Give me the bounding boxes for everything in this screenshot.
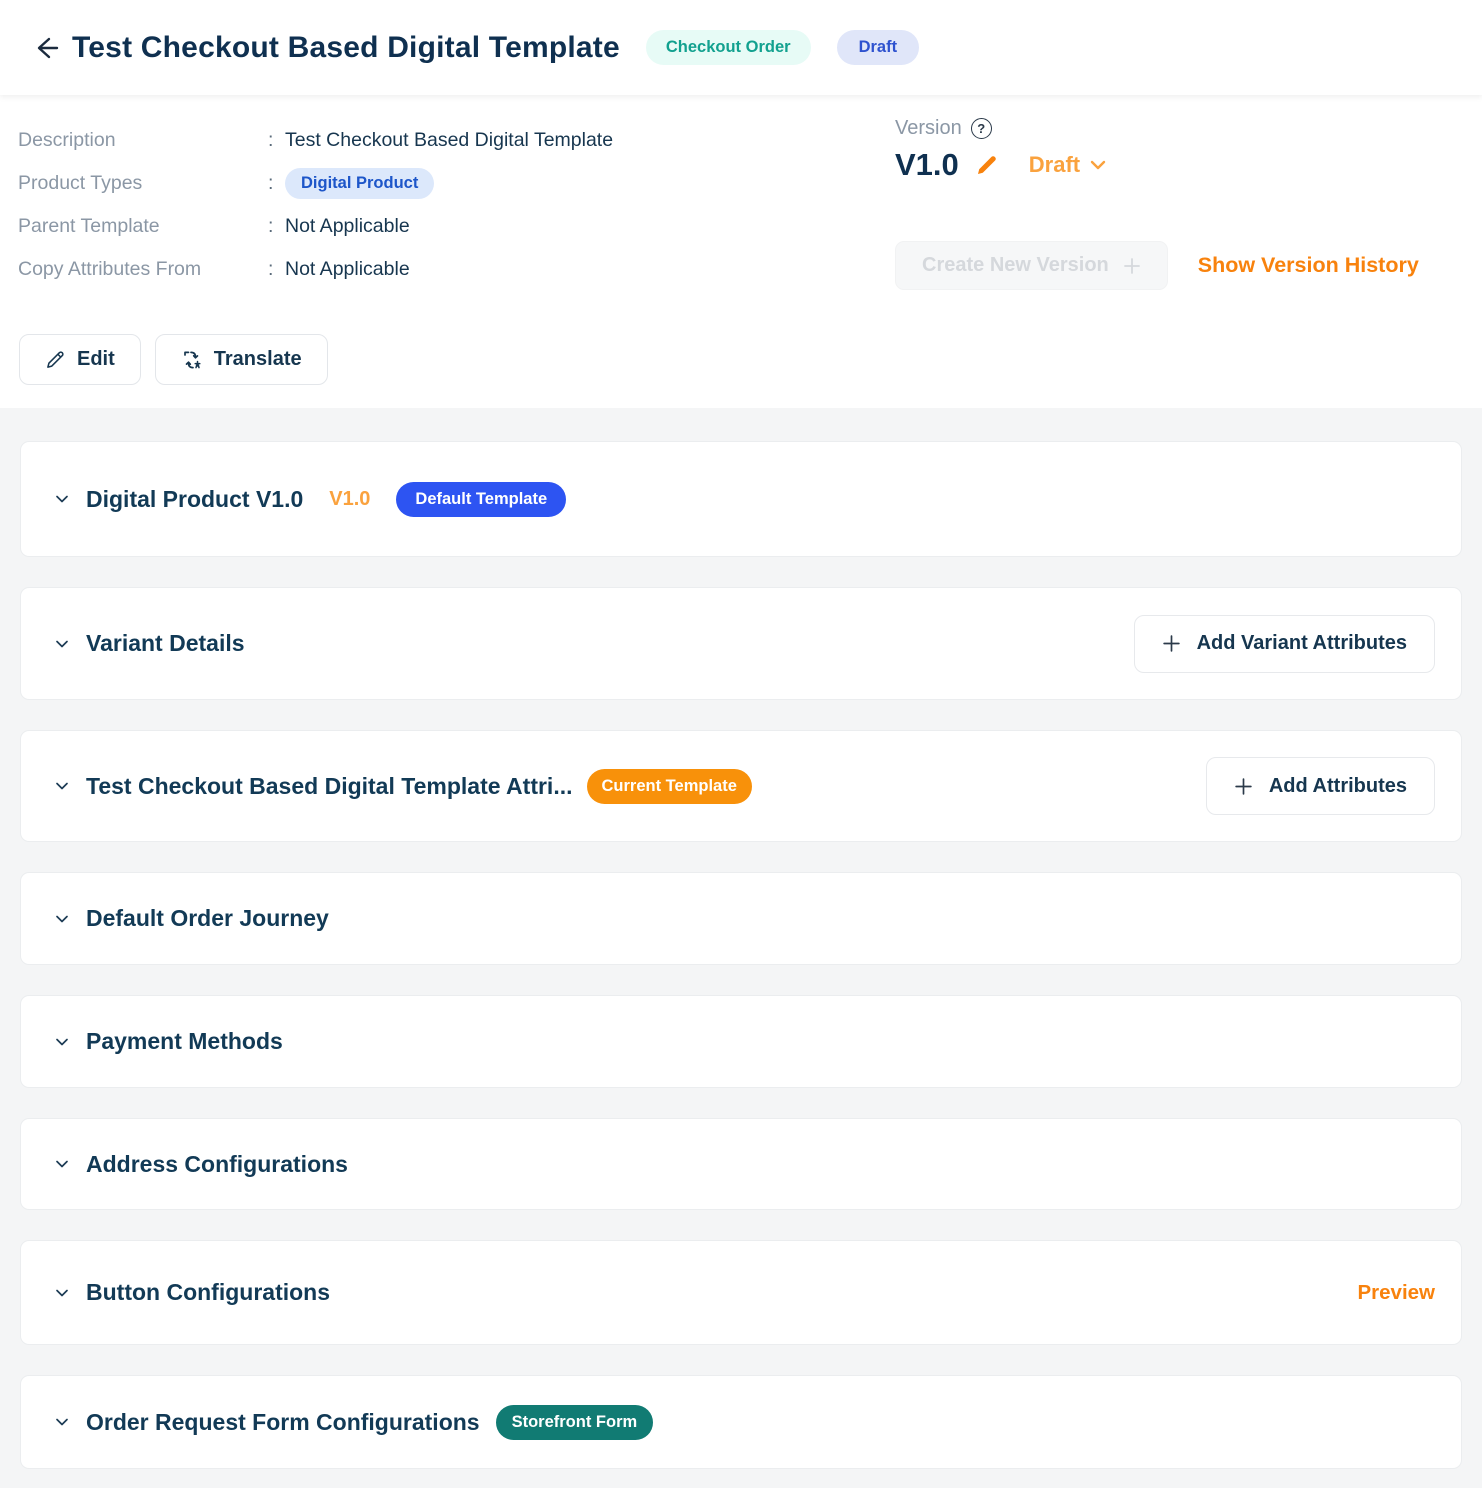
plus-icon xyxy=(1123,257,1140,274)
section-address-configurations[interactable]: Address Configurations xyxy=(20,1118,1462,1210)
version-block: Version ? V1.0 Draft Create New Version … xyxy=(895,117,1461,290)
chevron-down-icon[interactable] xyxy=(51,1411,73,1433)
section-button-configurations[interactable]: Button Configurations Preview xyxy=(20,1240,1462,1345)
chevron-down-icon[interactable] xyxy=(51,488,73,510)
storefront-form-badge: Storefront Form xyxy=(495,1404,654,1440)
chevron-down-icon[interactable] xyxy=(51,1153,73,1175)
version-value-row: V1.0 Draft xyxy=(895,147,1461,183)
version-status-label: Draft xyxy=(1028,152,1081,177)
translate-button-label: Translate xyxy=(213,348,302,370)
detail-colon: : xyxy=(268,215,274,237)
version-label: Version xyxy=(895,117,962,139)
section-current-template-attributes[interactable]: Test Checkout Based Digital Template Att… xyxy=(20,730,1462,842)
detail-row-copy-attributes: Copy Attributes From : Not Applicable xyxy=(18,248,613,291)
detail-value: Test Checkout Based Digital Template xyxy=(285,129,614,151)
section-title: Default Order Journey xyxy=(86,905,329,931)
detail-label: Product Types xyxy=(18,172,143,194)
back-arrow-icon[interactable] xyxy=(28,31,62,65)
version-status-dropdown[interactable]: Draft xyxy=(1029,152,1108,178)
add-attributes-button[interactable]: Add Attributes xyxy=(1205,757,1435,815)
detail-colon: : xyxy=(268,258,274,280)
chevron-down-icon[interactable] xyxy=(51,775,73,797)
plus-icon xyxy=(1162,635,1180,652)
default-template-badge: Default Template xyxy=(396,481,567,517)
pencil-icon xyxy=(47,351,64,368)
section-title: Order Request Form Configurations xyxy=(86,1408,480,1435)
section-title: Variant Details xyxy=(86,630,245,656)
edit-version-icon[interactable] xyxy=(975,153,999,177)
translate-icon xyxy=(183,351,201,368)
template-info-panel: Description : Test Checkout Based Digita… xyxy=(0,95,1482,408)
product-type-badge: Digital Product xyxy=(285,168,435,199)
section-variant-details[interactable]: Variant Details Add Variant Attributes xyxy=(20,587,1462,700)
sections-list: Digital Product V1.0 V1.0 Default Templa… xyxy=(0,408,1482,1488)
draft-status-badge: Draft xyxy=(836,30,920,65)
chevron-down-icon[interactable] xyxy=(51,1282,73,1304)
chevron-down-icon xyxy=(1090,160,1106,170)
section-title: Button Configurations xyxy=(86,1279,331,1305)
current-template-badge: Current Template xyxy=(586,768,752,804)
section-default-order-journey[interactable]: Default Order Journey xyxy=(20,872,1462,965)
preview-link[interactable]: Preview xyxy=(1357,1280,1436,1304)
template-details-list: Description : Test Checkout Based Digita… xyxy=(18,119,613,291)
detail-label: Description xyxy=(18,129,116,151)
page-header: Test Checkout Based Digital Template Che… xyxy=(0,0,1482,95)
edit-button-label: Edit xyxy=(77,348,115,370)
version-number: V1.0 xyxy=(895,147,959,182)
edit-button[interactable]: Edit xyxy=(19,334,141,385)
chevron-down-icon[interactable] xyxy=(51,633,73,655)
section-version-text: V1.0 xyxy=(329,487,371,510)
help-icon[interactable]: ? xyxy=(970,118,992,139)
section-title: Address Configurations xyxy=(86,1150,348,1177)
detail-label: Parent Template xyxy=(18,215,160,237)
section-payment-methods[interactable]: Payment Methods xyxy=(20,995,1462,1088)
detail-colon: : xyxy=(268,129,274,151)
version-label-row: Version ? xyxy=(895,117,1461,140)
show-version-history-link[interactable]: Show Version History xyxy=(1197,253,1419,277)
detail-value: Not Applicable xyxy=(285,215,410,237)
detail-row-product-types: Product Types : Digital Product xyxy=(18,162,613,205)
section-digital-product[interactable]: Digital Product V1.0 V1.0 Default Templa… xyxy=(20,441,1462,557)
add-variant-attributes-label: Add Variant Attributes xyxy=(1196,632,1407,654)
section-title: Payment Methods xyxy=(86,1028,283,1054)
create-new-version-label: Create New Version xyxy=(922,254,1109,276)
checkout-order-badge: Checkout Order xyxy=(645,30,811,65)
translate-button[interactable]: Translate xyxy=(154,334,328,385)
toolbar: Edit Translate xyxy=(19,334,328,385)
section-title: Digital Product V1.0 xyxy=(86,485,304,512)
chevron-down-icon[interactable] xyxy=(51,908,73,930)
create-new-version-button[interactable]: Create New Version xyxy=(895,241,1168,290)
chevron-down-icon[interactable] xyxy=(51,1031,73,1053)
detail-label: Copy Attributes From xyxy=(18,258,202,280)
add-attributes-label: Add Attributes xyxy=(1268,774,1407,797)
detail-value: Not Applicable xyxy=(285,258,410,280)
detail-colon: : xyxy=(268,172,274,194)
version-actions: Create New Version Show Version History xyxy=(895,241,1461,290)
add-variant-attributes-button[interactable]: Add Variant Attributes xyxy=(1133,614,1435,673)
detail-row-parent-template: Parent Template : Not Applicable xyxy=(18,205,613,248)
page-title: Test Checkout Based Digital Template xyxy=(72,30,620,64)
section-order-request-form[interactable]: Order Request Form Configurations Storef… xyxy=(20,1375,1462,1469)
detail-row-description: Description : Test Checkout Based Digita… xyxy=(18,119,613,162)
plus-icon xyxy=(1235,777,1252,795)
section-title: Test Checkout Based Digital Template Att… xyxy=(86,772,573,799)
